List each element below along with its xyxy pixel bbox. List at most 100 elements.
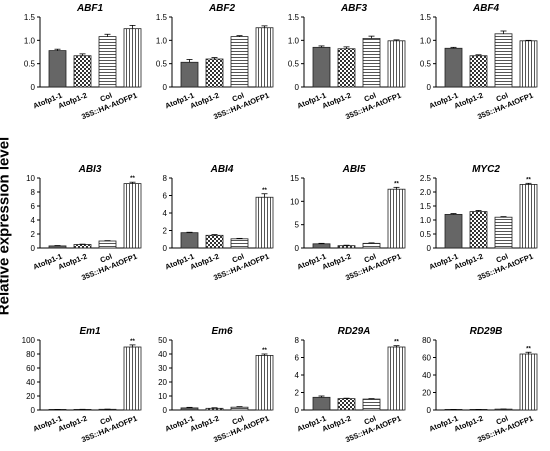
y-tick-label: 10 bbox=[290, 197, 299, 206]
bar bbox=[444, 213, 463, 249]
y-tick-label: 6 bbox=[163, 192, 168, 201]
y-tick-label: 80 bbox=[422, 336, 431, 345]
x-tick-label: Col bbox=[231, 252, 246, 265]
x-tick-label: Col bbox=[495, 91, 510, 104]
y-tick-label: 40 bbox=[26, 378, 35, 387]
bar bbox=[519, 184, 538, 249]
bar bbox=[205, 407, 224, 411]
chart-title: Em6 bbox=[211, 326, 233, 337]
y-tick-label: 4 bbox=[31, 216, 36, 225]
x-tick-label: Atofp1-2 bbox=[321, 414, 353, 434]
y-tick-label: 4 bbox=[163, 209, 168, 218]
bar bbox=[48, 245, 67, 249]
bar bbox=[312, 396, 331, 411]
bar bbox=[312, 243, 331, 249]
bar bbox=[73, 55, 92, 88]
chart-title: ABI5 bbox=[342, 164, 366, 175]
y-tick-label: 0.5 bbox=[288, 60, 300, 69]
bar bbox=[123, 346, 142, 411]
x-tick-label: Atofp1-2 bbox=[321, 91, 353, 111]
bar bbox=[205, 234, 224, 249]
y-tick-label: 2 bbox=[31, 230, 36, 239]
x-tick-label: Atofp1-2 bbox=[189, 91, 221, 111]
bar bbox=[387, 346, 406, 411]
y-tick-label: 1.0 bbox=[156, 36, 168, 45]
y-tick-label: 1.0 bbox=[24, 36, 36, 45]
bar bbox=[230, 406, 249, 411]
y-tick-label: 0 bbox=[163, 83, 168, 92]
y-tick-label: 0 bbox=[295, 83, 300, 92]
y-tick-label: 20 bbox=[422, 389, 431, 398]
y-tick-label: 50 bbox=[158, 336, 167, 345]
x-tick-label: Atofp1-2 bbox=[189, 414, 221, 434]
y-tick-label: 30 bbox=[158, 364, 167, 373]
y-tick-label: 6 bbox=[295, 354, 300, 363]
bar bbox=[337, 398, 356, 411]
significance-label: ** bbox=[130, 176, 135, 182]
x-tick-label: Col bbox=[231, 414, 246, 427]
y-tick-label: 8 bbox=[295, 336, 300, 345]
bar bbox=[337, 245, 356, 249]
bar bbox=[255, 196, 274, 249]
y-tick-label: 2 bbox=[295, 389, 300, 398]
chart-title: ABI4 bbox=[210, 164, 234, 175]
chart-title: RD29B bbox=[470, 326, 503, 337]
bar bbox=[362, 242, 381, 249]
bar bbox=[98, 36, 117, 88]
bar bbox=[205, 58, 224, 88]
x-tick-label: Atofp1-2 bbox=[453, 91, 485, 111]
chart-title: ABI3 bbox=[78, 164, 102, 175]
y-tick-label: 0 bbox=[295, 406, 300, 415]
y-tick-label: 8 bbox=[31, 188, 36, 197]
y-tick-label: 1.0 bbox=[420, 216, 432, 225]
bar bbox=[444, 47, 463, 88]
chart-title: ABF2 bbox=[208, 3, 236, 14]
y-tick-label: 60 bbox=[422, 354, 431, 363]
y-tick-label: 10 bbox=[26, 174, 35, 183]
chart-title: ABF4 bbox=[472, 3, 500, 14]
y-tick-label: 40 bbox=[158, 350, 167, 359]
y-tick-label: 80 bbox=[26, 350, 35, 359]
bar bbox=[48, 50, 67, 88]
y-tick-label: 1.5 bbox=[156, 13, 168, 22]
x-tick-label: Col bbox=[363, 414, 378, 427]
x-tick-label: Col bbox=[363, 91, 378, 104]
chart-title: MYC2 bbox=[472, 164, 500, 175]
x-tick-label: Atofp1-2 bbox=[189, 252, 221, 272]
y-tick-label: 1.5 bbox=[420, 13, 432, 22]
bar bbox=[230, 36, 249, 88]
bar bbox=[255, 27, 274, 88]
significance-label: ** bbox=[262, 188, 267, 194]
y-tick-label: 0 bbox=[295, 244, 300, 253]
y-tick-label: 1.0 bbox=[288, 36, 300, 45]
y-tick-label: 5 bbox=[295, 221, 300, 230]
y-tick-label: 4 bbox=[295, 371, 300, 380]
x-tick-label: Atofp1-2 bbox=[57, 252, 89, 272]
bar bbox=[98, 240, 117, 249]
bar bbox=[180, 232, 199, 249]
y-tick-label: 15 bbox=[290, 174, 299, 183]
y-tick-label: 0 bbox=[31, 244, 36, 253]
y-tick-label: 2 bbox=[163, 227, 168, 236]
bar bbox=[519, 40, 538, 88]
y-tick-label: 40 bbox=[422, 371, 431, 380]
bar bbox=[387, 188, 406, 249]
y-tick-label: 6 bbox=[31, 202, 36, 211]
x-tick-label: Col bbox=[99, 414, 114, 427]
y-tick-label: 0 bbox=[31, 406, 36, 415]
y-tick-label: 1.5 bbox=[24, 13, 36, 22]
bar bbox=[180, 407, 199, 411]
y-tick-label: 0 bbox=[163, 244, 168, 253]
bar bbox=[469, 55, 488, 88]
y-tick-label: 20 bbox=[158, 378, 167, 387]
